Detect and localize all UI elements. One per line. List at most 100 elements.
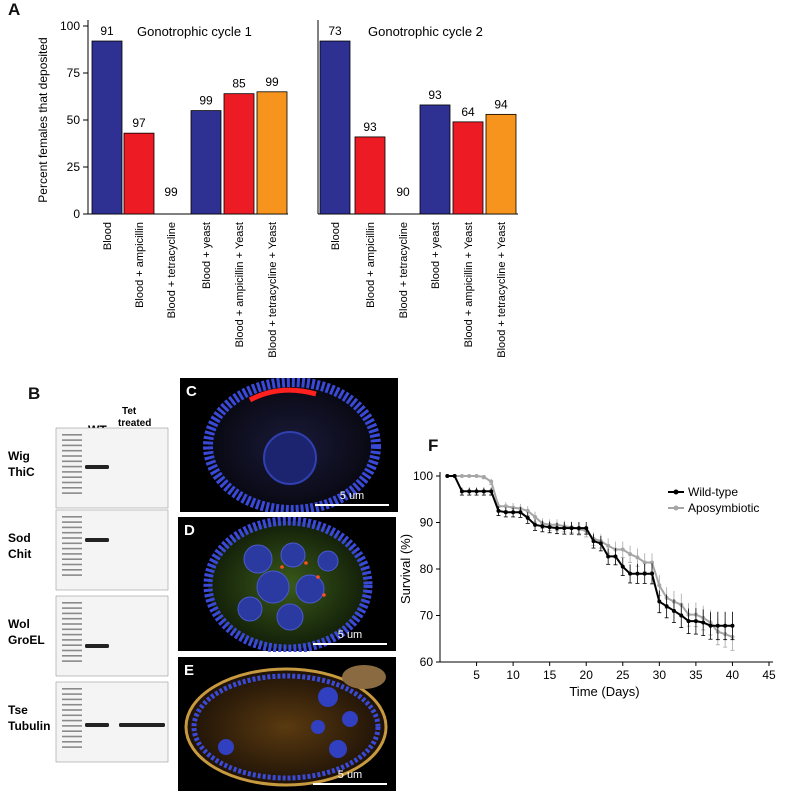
- nurse-cell-nucleus: [218, 739, 234, 755]
- data-point: [445, 474, 450, 478]
- nurse-cell-nucleus: [243, 544, 273, 574]
- y-tick-label: 50: [67, 113, 81, 127]
- data-point: [489, 489, 494, 494]
- gel-row-label: Chit: [8, 547, 31, 561]
- data-point: [576, 526, 581, 531]
- gel-band: [85, 723, 109, 727]
- bar: [91, 40, 123, 215]
- category-label: Blood + tetracycline: [166, 222, 178, 318]
- gel-ladder-band: [62, 449, 82, 452]
- gel-ladder-band: [62, 628, 82, 631]
- data-point: [474, 474, 479, 478]
- y-tick-label: 75: [67, 66, 81, 80]
- data-point: [671, 608, 676, 613]
- gel-row-label: Wol: [8, 617, 30, 631]
- y-tick-label: 90: [420, 516, 434, 530]
- data-point: [664, 604, 669, 609]
- scale-bar-label: 5 um: [338, 769, 362, 781]
- data-point: [606, 543, 611, 548]
- legend-marker: [673, 489, 679, 495]
- data-point: [467, 474, 472, 478]
- data-point: [715, 623, 720, 628]
- x-tick-label: 45: [762, 668, 776, 682]
- nurse-cell-nucleus: [311, 720, 325, 734]
- category-label: Blood + tetracycline + Yeast: [496, 222, 508, 358]
- data-point: [693, 619, 698, 624]
- data-point: [540, 524, 545, 529]
- bar-data-label: 93: [428, 88, 442, 102]
- panel-label: C: [186, 383, 197, 400]
- panel-b-gel: WTTettreatedABWigThiCSodChitWolGroELTseT…: [8, 406, 169, 763]
- gel-ladder-band: [62, 444, 82, 447]
- data-point: [496, 508, 501, 513]
- gel-ladder-band: [62, 735, 82, 738]
- tissue-fragment: [342, 665, 386, 689]
- panel-b-label: B: [28, 384, 41, 403]
- bar-data-label: 93: [363, 120, 377, 134]
- data-point: [635, 571, 640, 576]
- nucleus: [263, 431, 317, 485]
- bar-data-label: 91: [100, 24, 114, 38]
- y-tick-label: 100: [60, 19, 80, 33]
- x-tick-label: 40: [726, 668, 740, 682]
- data-point: [518, 510, 523, 515]
- x-tick-label: 35: [689, 668, 703, 682]
- bar: [123, 132, 155, 215]
- data-point: [730, 623, 735, 628]
- gel-band: [85, 538, 109, 542]
- category-label: Blood + ampicillin: [134, 222, 146, 308]
- bar: [256, 91, 288, 215]
- bar: [452, 121, 484, 215]
- bar-data-label: 97: [132, 116, 146, 130]
- gel-ladder-band: [62, 569, 82, 571]
- data-point: [554, 526, 559, 531]
- data-point: [620, 564, 625, 569]
- gel-header-treated: treated: [118, 418, 151, 429]
- gel-image: [55, 681, 169, 763]
- nurse-cell-nucleus: [280, 542, 306, 568]
- gel-row-label: Wig: [8, 449, 30, 463]
- bar-data-label: 73: [328, 24, 342, 38]
- data-point: [525, 508, 530, 513]
- data-point: [642, 560, 647, 565]
- bacteria-signal: [248, 387, 317, 403]
- gel-row-label: GroEL: [8, 633, 45, 647]
- gel-ladder-band: [62, 574, 82, 576]
- panel-label: D: [184, 522, 195, 539]
- bar: [419, 104, 451, 215]
- gel-ladder-band: [62, 746, 82, 748]
- data-point: [642, 571, 647, 576]
- scale-bar-label: 5 um: [338, 629, 362, 641]
- gel-ladder-band: [62, 471, 82, 473]
- gel-ladder-band: [62, 655, 82, 657]
- y-axis-title: Survival (%): [400, 534, 413, 604]
- data-point: [459, 474, 464, 478]
- data-point: [584, 526, 589, 531]
- scale-bar: [315, 504, 389, 506]
- data-point: [547, 525, 552, 530]
- scale-bar-label: 5 um: [340, 490, 364, 502]
- category-label: Blood + ampicillin + Yeast: [234, 222, 246, 347]
- data-point: [503, 504, 508, 509]
- legend-marker: [673, 505, 679, 511]
- nurse-cell-nucleus: [256, 570, 290, 604]
- data-point: [628, 552, 633, 557]
- panel-e-micrograph: E 5 um: [178, 657, 396, 791]
- panel-label: E: [184, 662, 194, 679]
- gel-ladder-band: [62, 492, 82, 494]
- gel-ladder-band: [62, 542, 82, 545]
- data-point: [591, 539, 596, 544]
- bacteria-signal: [304, 561, 308, 565]
- data-point: [708, 623, 713, 628]
- category-label: Blood + tetracycline: [398, 222, 410, 318]
- panel-a-label: A: [8, 0, 21, 19]
- gel-ladder-band: [62, 612, 82, 615]
- data-point: [657, 599, 662, 604]
- bar-data-label: 99: [164, 185, 178, 199]
- gel-ladder-band: [62, 481, 82, 484]
- bar: [319, 40, 351, 215]
- bar-data-label: 64: [461, 105, 475, 119]
- gel-band: [141, 723, 165, 727]
- bacteria-signal: [280, 565, 284, 569]
- gel-image: [55, 509, 169, 591]
